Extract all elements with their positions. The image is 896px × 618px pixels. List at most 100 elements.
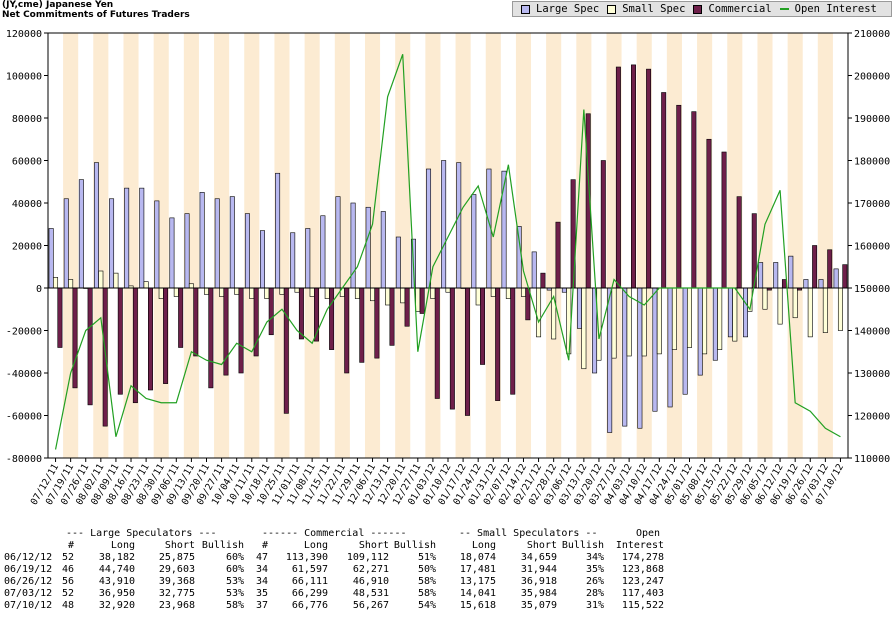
table-cell: 174,278 — [621, 552, 664, 563]
bar-small-spec — [158, 287, 164, 299]
bar-large-spec — [365, 206, 371, 289]
table-cell: 56 — [61, 576, 74, 587]
bar-commercial — [404, 287, 410, 327]
bar-large-spec — [244, 213, 250, 289]
table-cell: 34,659 — [520, 552, 557, 563]
legend-item-commercial[interactable]: Commercial — [693, 3, 772, 15]
table-cell: 48,531 — [352, 588, 389, 599]
bar-large-spec — [290, 232, 296, 289]
bar-commercial — [419, 287, 425, 314]
table-cell: 36,918 — [520, 576, 557, 587]
bar-large-spec — [682, 287, 688, 395]
bar-small-spec — [656, 287, 662, 355]
bar-large-spec — [758, 262, 764, 289]
bar-commercial — [495, 287, 501, 401]
bar-large-spec — [607, 287, 613, 433]
table-row: 06/26/12 56 43,910 39,368 53% 34 66,111 46,910 5… — [0, 576, 896, 588]
legend-label-small-spec: Small Spec — [622, 3, 686, 15]
bar-small-spec — [536, 287, 542, 338]
table-row: 06/19/12 46 44,740 29,603 60% 34 61,597 62,271 5… — [0, 564, 896, 576]
table-cell: 60% — [225, 552, 244, 563]
bar-small-spec — [354, 287, 360, 299]
bar-commercial — [661, 92, 667, 289]
bar-large-spec — [743, 287, 749, 338]
bar-large-spec — [788, 255, 794, 289]
bar-small-spec — [687, 287, 692, 348]
bar-small-spec — [309, 287, 315, 297]
bar-large-spec — [93, 162, 99, 289]
bar-commercial — [208, 287, 214, 389]
table-cell: 60% — [225, 564, 244, 575]
legend-item-small-spec[interactable]: Small Spec — [607, 3, 685, 15]
y2-tick-label: 200000 — [854, 72, 890, 83]
bar-large-spec — [78, 179, 84, 289]
legend-swatch-open-interest — [779, 8, 789, 10]
y-tick-label: 120000 — [6, 29, 42, 40]
bar-commercial — [510, 287, 516, 395]
y2-tick-label: 110000 — [854, 454, 890, 465]
col-header-ss-bullish: Bullish — [561, 540, 604, 551]
bar-commercial — [268, 287, 274, 336]
bar-large-spec — [622, 287, 628, 427]
table-row: 07/10/12 48 32,920 23,968 58% 37 66,776 56,267 5… — [0, 600, 896, 612]
legend-item-large-spec[interactable]: Large Spec — [521, 3, 599, 15]
y2-tick-label: 160000 — [854, 242, 890, 253]
table-cell: 18,074 — [459, 552, 496, 563]
bar-commercial — [721, 151, 727, 289]
bar-commercial — [480, 287, 486, 365]
chart-title: (JY,cme) Japanese Yen — [2, 0, 114, 10]
bar-commercial — [329, 287, 335, 350]
legend-label-open-interest: Open Interest — [794, 3, 877, 15]
y-tick-label: 0 — [36, 284, 42, 295]
bar-large-spec — [697, 287, 703, 376]
line-open-interest — [54, 54, 841, 450]
table-cell: 37 — [255, 600, 268, 611]
bar-small-spec — [249, 287, 255, 299]
grid-band — [787, 33, 803, 458]
y2-tick-label: 190000 — [854, 114, 890, 125]
table-cell: 32,775 — [158, 588, 195, 599]
y2-tick-label: 120000 — [854, 412, 890, 423]
bar-small-spec — [204, 287, 209, 295]
table-cell: 115,522 — [621, 600, 664, 611]
bar-small-spec — [68, 279, 74, 289]
legend-swatch-large-spec — [521, 4, 530, 14]
legend-item-open-interest[interactable]: Open Interest — [779, 3, 877, 15]
bar-large-spec — [667, 287, 673, 408]
bar-large-spec — [637, 287, 643, 429]
bar-small-spec — [671, 287, 677, 350]
bar-large-spec — [63, 198, 69, 289]
grid-band — [727, 33, 743, 458]
cot-chart: 120000100000800006000040000200000-20000-… — [6, 29, 890, 507]
bar-large-spec — [139, 187, 145, 289]
bar-large-spec — [531, 251, 537, 289]
table-cell: 25,875 — [158, 552, 195, 563]
table-cell: 34% — [585, 552, 604, 563]
bar-small-spec — [219, 287, 225, 297]
col-header-ls-bullish: Bullish — [201, 540, 244, 551]
bar-commercial — [449, 287, 455, 410]
bar-small-spec — [143, 281, 149, 289]
bar-small-spec — [717, 287, 723, 350]
table-cell: 34 — [255, 564, 268, 575]
bar-large-spec — [275, 172, 281, 289]
bar-commercial — [631, 64, 636, 289]
y2-tick-label: 180000 — [854, 157, 890, 168]
bar-commercial — [223, 287, 229, 376]
y-tick-label: -20000 — [6, 327, 42, 338]
table-cell: 46,910 — [352, 576, 389, 587]
table-cell: 46 — [61, 564, 74, 575]
bar-small-spec — [113, 272, 119, 289]
col-header-open-interest: Interest — [615, 540, 664, 551]
table-cell: 31% — [585, 600, 604, 611]
table-cell: 13,175 — [459, 576, 496, 587]
bar-commercial — [615, 66, 621, 289]
grid-band — [546, 33, 562, 458]
bar-small-spec — [807, 287, 813, 338]
bar-commercial — [72, 287, 78, 389]
bar-small-spec — [837, 287, 843, 331]
bar-commercial — [600, 160, 606, 289]
table-cell: 109,112 — [346, 552, 389, 563]
bar-small-spec — [53, 277, 59, 289]
bar-commercial — [148, 287, 153, 391]
